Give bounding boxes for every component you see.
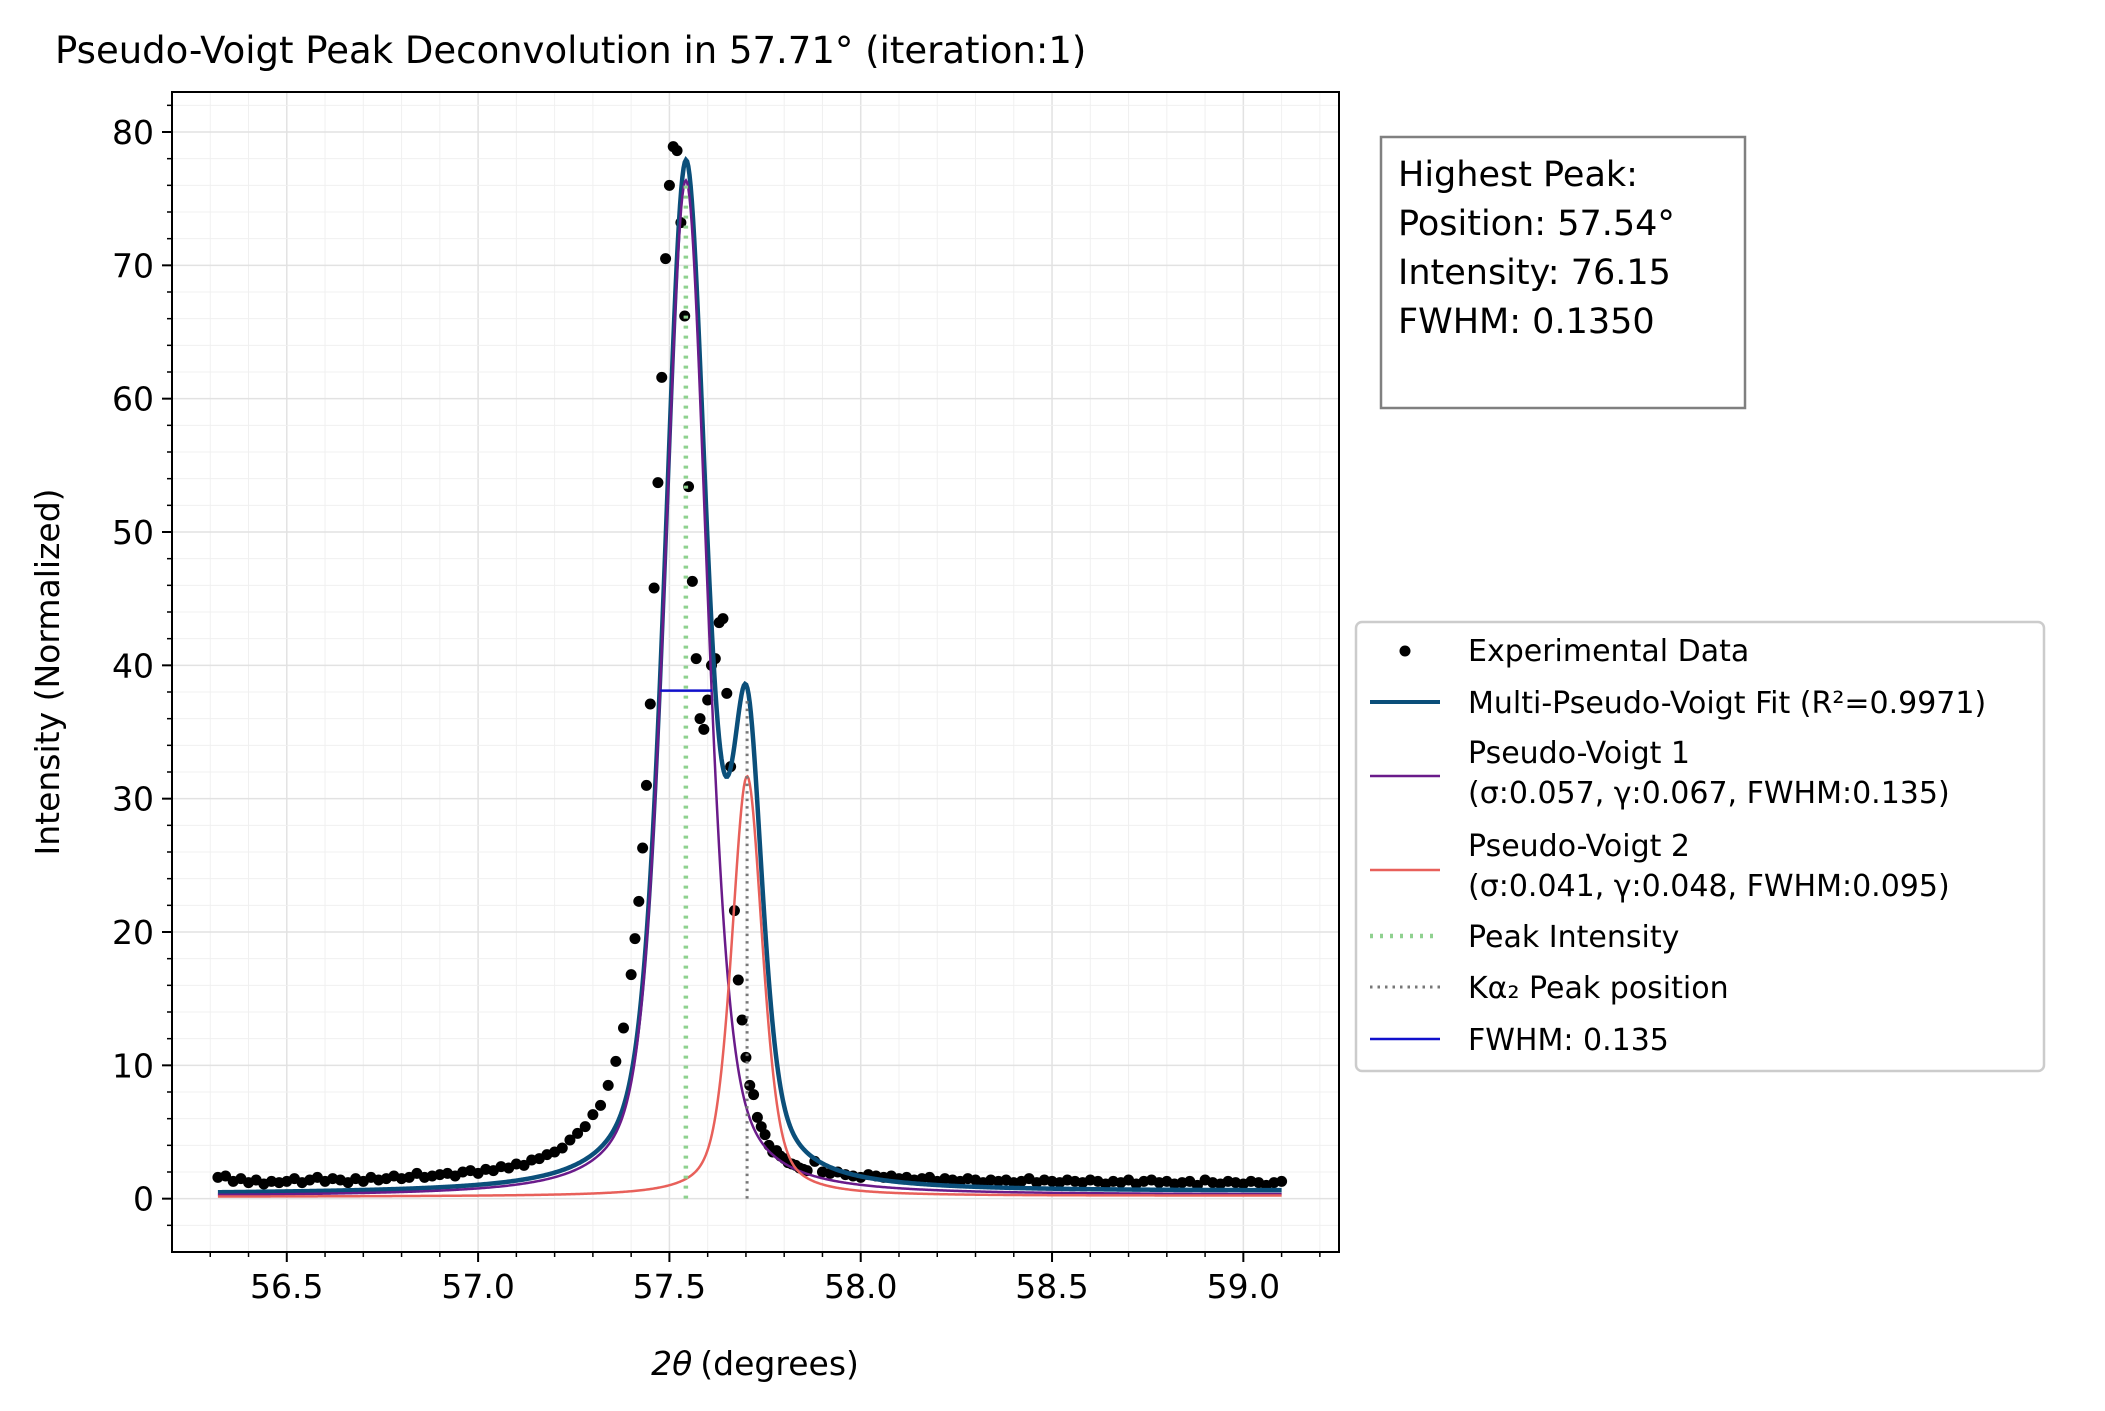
experimental-data-point xyxy=(220,1170,232,1182)
y-tick-label: 0 xyxy=(133,1180,154,1219)
grid-lines xyxy=(171,92,1339,1253)
experimental-data-point xyxy=(683,481,695,493)
y-axis-label: Intensity (Normalized) xyxy=(28,488,67,855)
experimental-data-point xyxy=(751,1111,763,1123)
experimental-data-point xyxy=(652,477,664,489)
experimental-data-point xyxy=(637,842,649,854)
legend-label-ka2: Kα₂ Peak position xyxy=(1468,971,1729,1006)
legend-label-pv2-detail: (σ:0.041, γ:0.048, FWHM:0.095) xyxy=(1468,869,1950,904)
pseudo-voigt-1-line xyxy=(217,178,1282,1197)
experimental-data-point xyxy=(721,687,733,699)
annotation-line-4: FWHM: 0.1350 xyxy=(1398,302,1655,342)
pseudo-voigt-2-line xyxy=(217,774,1282,1198)
x-tick-label: 57.0 xyxy=(441,1267,514,1306)
experimental-data-point xyxy=(1276,1175,1288,1187)
experimental-data-point xyxy=(744,1079,756,1091)
legend: Experimental Data Multi-Pseudo-Voigt Fit… xyxy=(1354,620,2046,1073)
experimental-data-point xyxy=(572,1127,584,1139)
y-tick-label: 20 xyxy=(112,913,154,952)
legend-label-experimental: Experimental Data xyxy=(1468,634,1749,669)
experimental-data-point xyxy=(617,1022,629,1034)
experimental-data-point xyxy=(660,253,672,265)
experimental-data-point xyxy=(671,145,683,157)
experimental-data-point xyxy=(629,933,641,945)
experimental-data-point xyxy=(698,723,710,735)
plot-series xyxy=(212,141,1288,1199)
x-tick-label: 58.0 xyxy=(824,1267,897,1306)
experimental-data-point xyxy=(663,179,675,191)
experimental-data-point xyxy=(748,1089,760,1101)
experimental-data-point xyxy=(518,1159,530,1171)
legend-label-peak-intensity: Peak Intensity xyxy=(1468,920,1679,955)
experimental-data-point xyxy=(702,694,714,706)
y-tick-label: 10 xyxy=(112,1046,154,1085)
legend-frame xyxy=(1354,620,2046,1073)
experimental-data-point xyxy=(644,698,656,710)
experimental-data-point xyxy=(694,713,706,725)
plot-frame xyxy=(171,91,1340,1253)
experimental-data-point xyxy=(640,779,652,791)
experimental-data-point xyxy=(690,653,702,665)
annotation-line-1: Highest Peak: xyxy=(1398,155,1638,195)
experimental-data-point xyxy=(556,1142,568,1154)
x-tick-label: 56.5 xyxy=(250,1267,323,1306)
legend-marker-experimental xyxy=(1399,645,1411,657)
experimental-data-point xyxy=(587,1109,599,1121)
y-tick-label: 40 xyxy=(112,646,154,685)
annotation-line-3: Intensity: 76.15 xyxy=(1398,253,1671,293)
fit-line xyxy=(217,156,1282,1195)
legend-label-pv1: Pseudo-Voigt 1 xyxy=(1468,736,1690,771)
experimental-data-point xyxy=(610,1055,622,1067)
experimental-data-point xyxy=(564,1134,576,1146)
legend-label-pv1-detail: (σ:0.057, γ:0.067, FWHM:0.135) xyxy=(1468,776,1950,811)
experimental-data-point xyxy=(595,1099,607,1111)
x-axis-label-text: (degrees) xyxy=(700,1344,859,1383)
legend-label-pv2: Pseudo-Voigt 2 xyxy=(1468,829,1690,864)
chart-title: Pseudo-Voigt Peak Deconvolution in 57.71… xyxy=(55,29,1086,72)
x-axis-label: 2θ (degrees) xyxy=(651,1344,859,1383)
y-tick-label: 30 xyxy=(112,780,154,819)
experimental-data-point xyxy=(717,613,729,625)
y-tick-label: 60 xyxy=(112,380,154,419)
highest-peak-annotation: Highest Peak: Position: 57.54° Intensity… xyxy=(1379,135,1747,410)
legend-label-fit: Multi-Pseudo-Voigt Fit (R²=0.9971) xyxy=(1468,686,1986,721)
x-tick-label: 59.0 xyxy=(1207,1267,1280,1306)
experimental-data-point xyxy=(579,1121,591,1133)
y-tick-label: 80 xyxy=(112,113,154,152)
x-tick-label: 57.5 xyxy=(633,1267,706,1306)
experimental-data-point xyxy=(736,1014,748,1026)
annotation-box xyxy=(1379,135,1747,410)
x-tick-label: 58.5 xyxy=(1015,1267,1088,1306)
experimental-data-point xyxy=(759,1129,771,1141)
experimental-data-point xyxy=(656,371,668,383)
y-tick-label: 70 xyxy=(112,246,154,285)
legend-label-fwhm: FWHM: 0.135 xyxy=(1468,1023,1669,1058)
experimental-data-point xyxy=(686,575,698,587)
axis-ticks: 56.5 57.0 57.5 58.0 58.5 59.0 0 10 20 30 40 50 60 70 8… xyxy=(112,104,1321,1306)
experimental-data-point xyxy=(633,895,645,907)
experimental-data-point xyxy=(648,582,660,594)
annotation-line-2: Position: 57.54° xyxy=(1398,204,1675,244)
experimental-data-point xyxy=(740,1051,752,1063)
experimental-data-point xyxy=(602,1079,614,1091)
experimental-data-point xyxy=(625,969,637,981)
experimental-data-point xyxy=(732,974,744,986)
x-axis-label-symbol: 2θ xyxy=(651,1344,692,1383)
y-tick-label: 50 xyxy=(112,513,154,552)
